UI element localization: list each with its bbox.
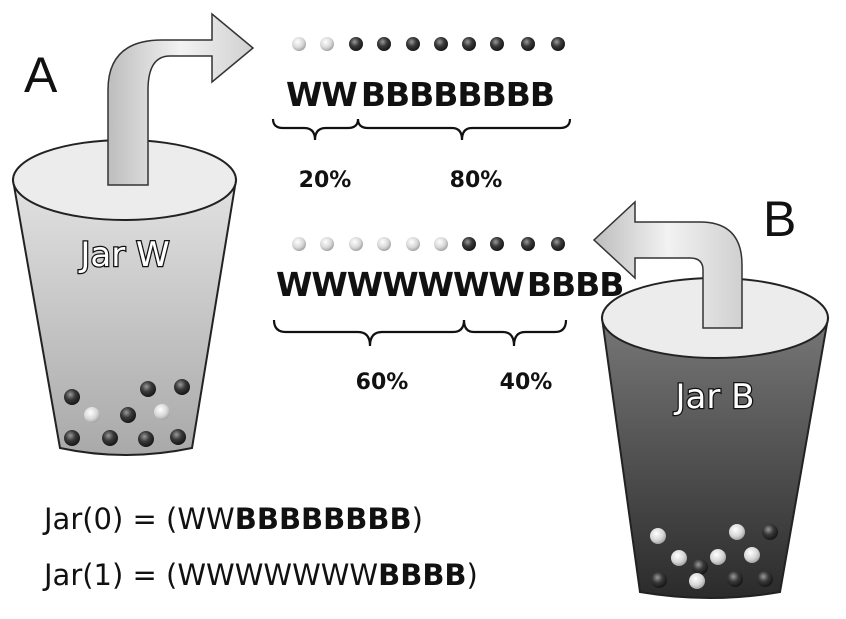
jar-b-label: Jar B (674, 377, 755, 417)
ball-black (551, 37, 565, 51)
top-black-percent: 80% (450, 168, 503, 193)
ball-white (434, 237, 448, 251)
bottom-sequence-white: WWWWWWW (276, 265, 524, 304)
ball-black (102, 430, 118, 446)
ball-black (651, 572, 667, 588)
top-sequence: WW BBBBBBBB (286, 75, 554, 114)
bottom-brace-white (272, 319, 466, 347)
bottom-white-percent: 60% (356, 370, 409, 395)
top-brace-black (356, 118, 572, 141)
label-a: A (24, 47, 58, 103)
ball-black (762, 524, 778, 540)
formula-jar-0: Jar(0) = (WWBBBBBBBB) (42, 502, 423, 536)
ball-black (551, 237, 565, 251)
ball-white (671, 550, 687, 566)
ball-white (320, 237, 334, 251)
ball-white (729, 524, 745, 540)
ball-black (170, 429, 186, 445)
jar-w-balls (64, 379, 190, 447)
jar-b-balls (650, 524, 778, 589)
ball-white (349, 237, 363, 251)
ball-black (138, 431, 154, 447)
bottom-black-percent: 40% (500, 370, 553, 395)
jar-w: Jar W (11, 139, 238, 456)
top-sequence-black: BBBBBBBB (361, 75, 554, 114)
ball-black (490, 237, 504, 251)
formula-jar-0-white: WW (177, 502, 234, 536)
arrow-from-jar-b (592, 200, 743, 329)
top-ball-row (292, 37, 565, 51)
top-white-percent: 20% (299, 168, 352, 193)
ball-white (710, 549, 726, 565)
ball-white (154, 404, 170, 420)
jar-w-label: Jar W (78, 235, 169, 275)
ball-white (84, 407, 100, 423)
ball-white (406, 237, 420, 251)
ball-white (292, 37, 306, 51)
formula-jar-1-white: WWWWWWW (177, 558, 378, 592)
ball-black (521, 237, 535, 251)
formula-jar-1-suffix: ) (467, 558, 478, 592)
ball-black (692, 559, 708, 575)
ball-black (490, 37, 504, 51)
ball-black (462, 37, 476, 51)
ball-black (406, 37, 420, 51)
ball-black (434, 37, 448, 51)
ball-black (140, 381, 156, 397)
ball-white (689, 573, 705, 589)
formula-jar-1-prefix: Jar(1) = ( (42, 558, 177, 592)
ball-white (320, 37, 334, 51)
ball-black (521, 37, 535, 51)
top-sequence-white: WW (286, 75, 357, 114)
arrow-from-jar-w (107, 12, 255, 186)
formula-jar-1: Jar(1) = (WWWWWWWBBBB) (42, 558, 478, 592)
ball-black (757, 571, 773, 587)
ball-black (64, 389, 80, 405)
ball-black (377, 37, 391, 51)
ball-black (174, 379, 190, 395)
top-brace-white (271, 118, 360, 141)
bottom-ball-row (292, 237, 565, 251)
label-b: B (763, 191, 796, 247)
ball-white (744, 547, 760, 563)
bottom-brace-black (462, 319, 568, 347)
ball-black (727, 571, 743, 587)
ball-black (120, 407, 136, 423)
ball-white (377, 237, 391, 251)
ball-black (349, 37, 363, 51)
ball-black (64, 430, 80, 446)
ball-white (650, 528, 666, 544)
bottom-sequence: WWWWWWWBBBB (276, 265, 623, 304)
bottom-sequence-black: BBBB (527, 265, 624, 304)
formula-jar-0-black: BBBBBBBB (235, 502, 412, 536)
ball-black (462, 237, 476, 251)
formula-jar-0-prefix: Jar(0) = ( (42, 502, 177, 536)
ball-white (292, 237, 306, 251)
formula-jar-0-suffix: ) (412, 502, 423, 536)
formula-jar-1-black: BBBB (378, 558, 466, 592)
